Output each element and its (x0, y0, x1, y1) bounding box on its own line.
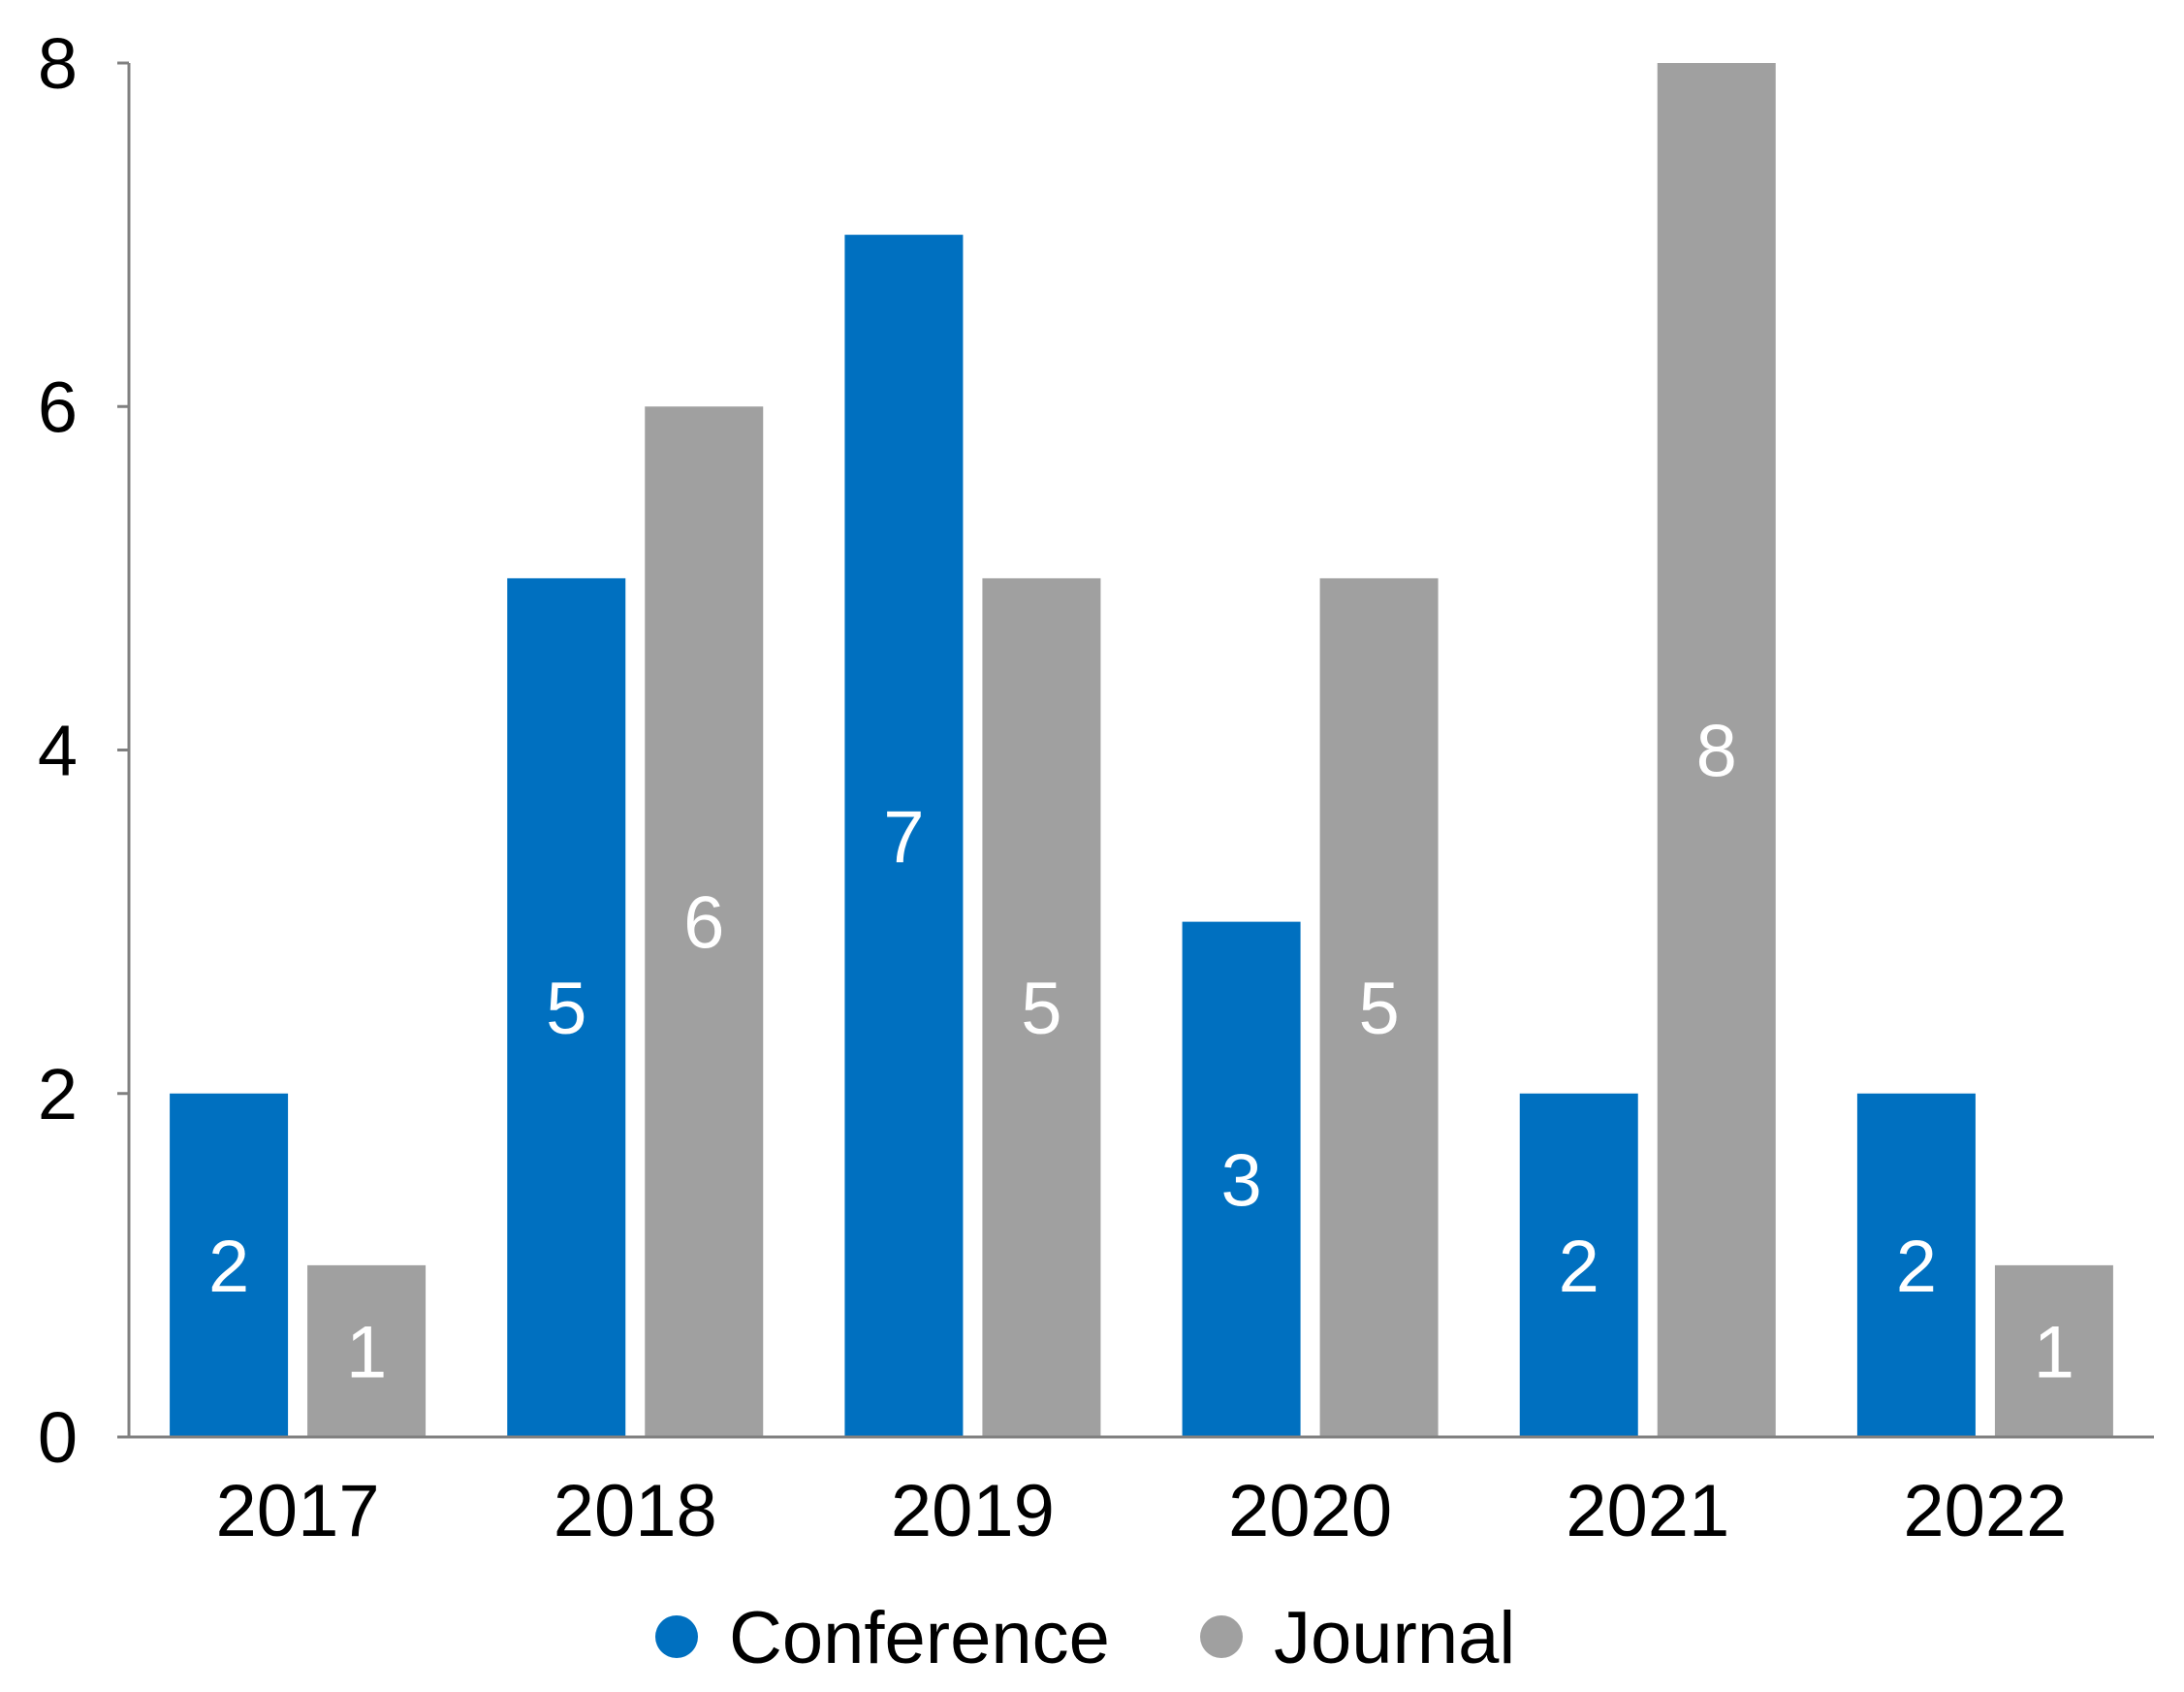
y-tick-label-8: 8 (38, 23, 78, 104)
data-label-conference-2019: 7 (883, 796, 924, 878)
data-label-conference-2017: 2 (208, 1226, 249, 1308)
data-label-conference-2020: 3 (1220, 1139, 1261, 1222)
x-tick-label-2018: 2018 (554, 1470, 717, 1552)
bar-journal-2020 (1319, 578, 1439, 1437)
bar-conference-2019 (844, 235, 964, 1437)
data-label-conference-2022: 2 (1896, 1226, 1937, 1308)
bar-conference-2020 (1182, 921, 1301, 1437)
bar-journal-2019 (982, 578, 1101, 1437)
x-tick-label-2021: 2021 (1566, 1470, 1729, 1552)
data-label-conference-2021: 2 (1559, 1226, 1599, 1308)
y-tick-label-0: 0 (38, 1397, 78, 1478)
x-tick-label-2020: 2020 (1228, 1470, 1392, 1552)
legend: Conference Journal (655, 1597, 1515, 1679)
legend-marker-conference (655, 1615, 698, 1658)
bar-conference-2018 (507, 578, 626, 1437)
x-tick-label-2022: 2022 (1903, 1470, 2067, 1552)
bar-conference-2021 (1519, 1093, 1638, 1437)
y-tick-label-2: 2 (38, 1054, 78, 1134)
x-tick-label-2017: 2017 (216, 1470, 380, 1552)
data-label-journal-2022: 1 (2034, 1311, 2074, 1393)
y-tick-label-6: 6 (38, 367, 78, 447)
legend-marker-journal (1200, 1615, 1243, 1658)
legend-label-journal: Journal (1274, 1597, 1515, 1679)
data-label-journal-2019: 5 (1021, 968, 1061, 1050)
bars-layer (170, 63, 2113, 1437)
data-label-journal-2018: 6 (683, 882, 724, 965)
bar-conference-2017 (170, 1093, 289, 1437)
data-label-journal-2021: 8 (1696, 711, 1737, 793)
data-label-conference-2018: 5 (546, 968, 586, 1050)
data-label-journal-2017: 1 (346, 1311, 387, 1393)
x-tick-label-2019: 2019 (891, 1470, 1055, 1552)
y-tick-label-4: 4 (38, 711, 78, 791)
data-labels-layer: 2 1 5 6 7 5 3 5 2 8 2 1 (208, 711, 2074, 1394)
legend-label-conference: Conference (729, 1597, 1110, 1679)
bar-conference-2022 (1856, 1093, 1976, 1437)
bar-journal-2017 (307, 1264, 427, 1437)
data-label-journal-2020: 5 (1358, 968, 1399, 1050)
bar-journal-2021 (1657, 63, 1776, 1437)
axes-layer: 2017 2018 2019 2020 2021 2022 0 2 4 6 8 (38, 23, 2154, 1552)
bar-journal-2018 (645, 406, 764, 1437)
bar-journal-2022 (1994, 1264, 2113, 1437)
